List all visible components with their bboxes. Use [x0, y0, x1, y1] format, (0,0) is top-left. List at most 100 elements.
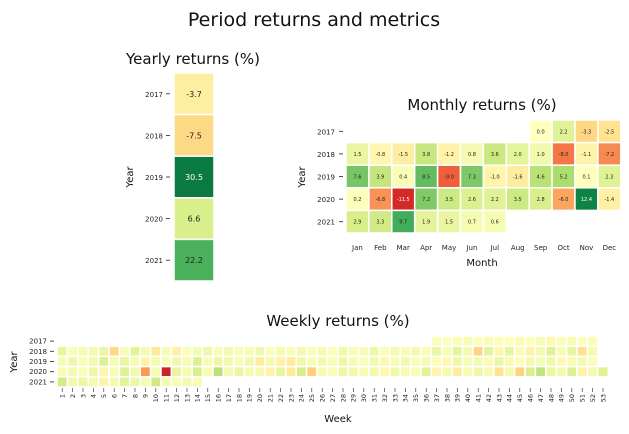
monthly-value-label: -0.8: [375, 152, 385, 158]
weekly-cell-2018-w2: [66, 345, 79, 358]
monthly-value-label: 4.6: [537, 175, 545, 181]
weekly-cell-2019-w36: [420, 355, 433, 368]
weekly-cell-2020-w47: [534, 365, 547, 378]
weekly-cell-2018-w49: [555, 345, 568, 358]
monthly-year-tick: 2021: [317, 219, 335, 227]
monthly-month-tick: Oct: [557, 244, 569, 252]
weekly-cell-2017-w38: [441, 335, 453, 347]
weekly-cell-2019-w6: [108, 355, 121, 368]
weekly-cell-2019-w18: [233, 355, 245, 368]
weekly-cell-2019-w45: [513, 355, 526, 368]
weekly-cell-2018-w5: [97, 345, 110, 358]
weekly-week-tick: 32: [381, 394, 389, 402]
weekly-cell-2020-w28: [337, 365, 349, 378]
yearly-cell-2018: [173, 113, 215, 157]
weekly-cell-2019-w13: [181, 355, 193, 368]
weekly-cell-2020-w5: [97, 365, 110, 378]
yearly-title: Yearly returns (%): [125, 50, 260, 68]
weekly-cell-2019-w46: [524, 355, 537, 368]
weekly-cell-2018-w39: [451, 345, 464, 358]
weekly-cell-2018-w25: [305, 345, 318, 358]
monthly-value-label: 3.8: [422, 152, 430, 158]
weekly-cell-2017-w41: [472, 335, 485, 347]
weekly-cell-2019-w24: [295, 355, 308, 368]
weekly-week-tick: 8: [131, 394, 139, 398]
weekly-week-tick: 49: [558, 394, 566, 402]
weekly-cell-2019-w21: [264, 355, 277, 368]
weekly-cell-2021-w9: [139, 376, 152, 388]
weekly-cell-2017-w46: [524, 335, 537, 347]
weekly-year-tick: 2019: [29, 358, 47, 366]
monthly-year-tick: 2020: [317, 196, 335, 204]
monthly-value-label: 5.2: [560, 175, 568, 181]
weekly-cell-2017-w44: [503, 335, 516, 347]
weekly-cell-2018-w45: [513, 345, 526, 358]
weekly-cell-2019-w41: [472, 355, 485, 368]
weekly-week-tick: 27: [329, 394, 337, 402]
weekly-cell-2021-w2: [66, 376, 79, 388]
weekly-week-tick: 19: [246, 394, 254, 402]
weekly-cell-2018-w46: [524, 345, 537, 358]
weekly-cell-2018-w16: [212, 345, 225, 358]
weekly-cell-2019-w44: [503, 355, 516, 368]
weekly-cell-2018-w8: [129, 345, 141, 358]
weekly-cell-2020-w23: [285, 365, 297, 378]
weekly-year-tick: 2021: [29, 378, 47, 386]
weekly-cell-2019-w31: [368, 355, 381, 368]
weekly-cell-2020-w29: [347, 365, 360, 378]
weekly-cell-2020-w39: [451, 365, 464, 378]
weekly-cell-2020-w18: [233, 365, 245, 378]
weekly-cell-2017-w42: [482, 335, 495, 347]
weekly-cell-2018-w32: [378, 345, 391, 358]
weekly-cell-2020-w35: [409, 365, 422, 378]
weekly-cell-2020-w31: [368, 365, 381, 378]
weekly-cell-2021-w7: [118, 376, 131, 388]
weekly-week-tick: 24: [298, 394, 306, 402]
weekly-week-tick: 7: [121, 394, 129, 398]
weekly-cell-2020-w43: [493, 365, 505, 378]
yearly-year-tick: 2020: [145, 216, 163, 224]
monthly-month-tick: Jan: [351, 244, 363, 252]
weekly-cell-2020-w44: [503, 365, 516, 378]
yearly-year-tick: 2018: [145, 132, 163, 140]
weekly-cell-2019-w47: [534, 355, 547, 368]
weekly-cell-2020-w9: [139, 365, 152, 378]
monthly-value-label: 0.0: [537, 129, 545, 135]
weekly-cell-2020-w49: [555, 365, 568, 378]
monthly-value-label: -1.1: [582, 152, 592, 158]
weekly-cell-2020-w14: [191, 365, 204, 378]
weekly-cell-2021-w10: [149, 376, 162, 388]
monthly-value-label: -6.0: [559, 197, 569, 203]
weekly-cell-2019-w49: [555, 355, 568, 368]
weekly-cell-2018-w4: [87, 345, 100, 358]
weekly-week-tick: 15: [204, 394, 212, 402]
weekly-cell-2020-w16: [212, 365, 225, 378]
weekly-cell-2018-w7: [118, 345, 131, 358]
weekly-week-tick: 11: [163, 394, 171, 402]
weekly-cell-2018-w14: [191, 345, 204, 358]
weekly-cell-2017-w45: [513, 335, 526, 347]
monthly-value-label: 1.9: [422, 220, 430, 226]
monthly-value-label: 0.7: [468, 220, 476, 226]
weekly-week-tick: 44: [506, 394, 514, 402]
weekly-cell-2020-w1: [56, 365, 69, 378]
monthly-value-label: 2.8: [537, 197, 545, 203]
monthly-value-label: 3.6: [491, 152, 499, 158]
weekly-cell-2019-w35: [409, 355, 422, 368]
weekly-week-tick: 26: [319, 394, 327, 402]
weekly-cell-2020-w51: [576, 365, 589, 378]
weekly-cell-2019-w40: [461, 355, 474, 368]
weekly-cell-2020-w37: [430, 365, 443, 378]
monthly-value-label: 0.2: [353, 197, 361, 203]
monthly-value-label: 2.9: [353, 220, 361, 226]
weekly-cell-2019-w32: [378, 355, 391, 368]
weekly-cell-2019-w38: [441, 355, 453, 368]
monthly-value-label: 7.2: [422, 197, 430, 203]
monthly-value-label: -3.3: [582, 129, 592, 135]
monthly-value-label: 7.3: [468, 175, 476, 181]
weekly-cell-2020-w30: [357, 365, 370, 378]
monthly-value-label: -7.2: [604, 152, 614, 158]
monthly-value-label: 1.5: [445, 220, 453, 226]
weekly-cell-2017-w49: [555, 335, 568, 347]
